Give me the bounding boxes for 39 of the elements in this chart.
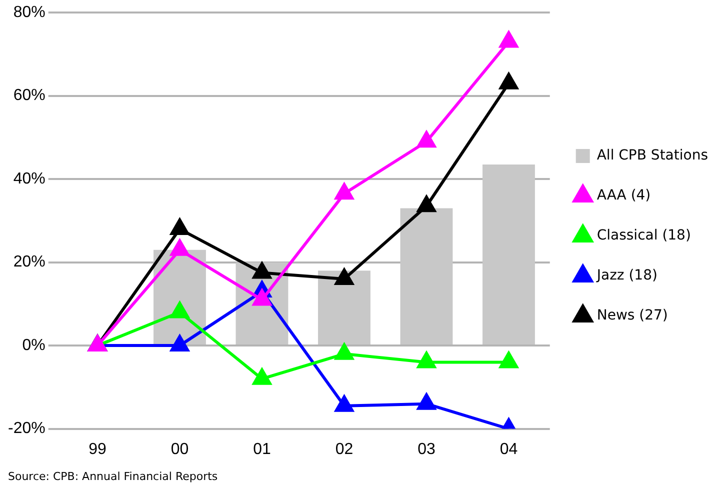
legend-label: News (27) bbox=[596, 308, 668, 324]
x-tick-label: 02 bbox=[335, 440, 354, 458]
legend-label: Jazz (18) bbox=[596, 268, 658, 284]
point bbox=[334, 395, 354, 412]
point bbox=[252, 262, 272, 279]
x-tick-label: 04 bbox=[500, 440, 518, 458]
bar bbox=[400, 208, 453, 345]
x-tick-label: 99 bbox=[88, 440, 106, 458]
legend-label: Classical (18) bbox=[596, 228, 691, 244]
point bbox=[417, 131, 436, 148]
source-note: Source: CPB: Annual Financial Reports bbox=[8, 470, 218, 483]
point bbox=[499, 352, 518, 368]
point bbox=[170, 302, 190, 318]
point bbox=[417, 196, 436, 212]
point bbox=[334, 343, 354, 360]
point bbox=[334, 183, 354, 200]
y-tick-label: 40% bbox=[13, 170, 46, 188]
point bbox=[252, 289, 272, 306]
y-tick-label: 80% bbox=[13, 4, 46, 22]
point bbox=[417, 352, 436, 368]
point bbox=[170, 335, 190, 352]
x-tick-label: 03 bbox=[418, 440, 436, 458]
point bbox=[417, 393, 436, 410]
y-tick-label: 60% bbox=[13, 87, 46, 104]
point bbox=[499, 31, 518, 48]
y-tick-label: 20% bbox=[13, 254, 46, 271]
point bbox=[334, 268, 354, 285]
y-tick-label: -20% bbox=[8, 420, 46, 438]
y-tick-label: 0% bbox=[22, 336, 46, 354]
x-tick-label: 00 bbox=[170, 440, 189, 458]
point bbox=[170, 218, 190, 236]
bar bbox=[318, 270, 370, 345]
point bbox=[252, 368, 272, 385]
x-tick-label: 01 bbox=[253, 440, 271, 458]
point bbox=[170, 239, 190, 256]
legend-label: AAA (4) bbox=[596, 188, 651, 204]
bar bbox=[482, 164, 535, 345]
point bbox=[499, 72, 518, 90]
legend-label: All CPB Stations bbox=[596, 148, 708, 164]
